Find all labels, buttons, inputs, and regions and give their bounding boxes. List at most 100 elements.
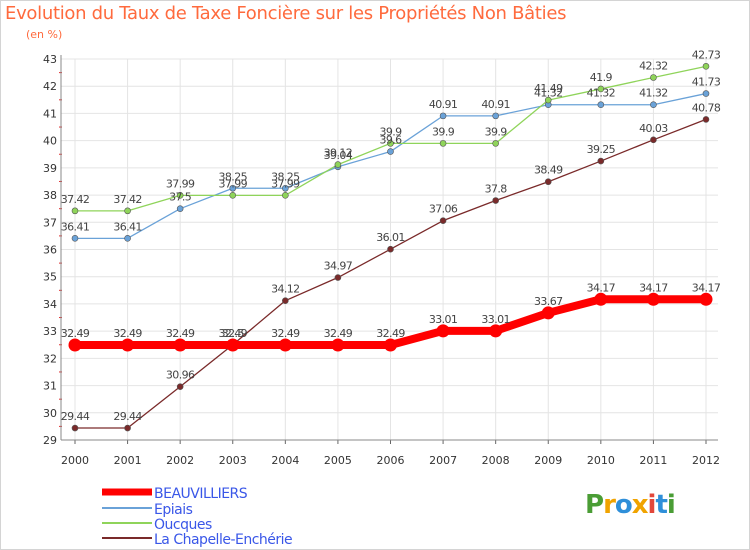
data-point — [71, 424, 79, 432]
logo-letter: x — [631, 490, 649, 520]
logo-letter: t — [655, 490, 667, 520]
data-label: 34.12 — [271, 283, 300, 296]
y-tick-label: 29 — [43, 434, 57, 447]
y-tick-label: 31 — [43, 380, 57, 393]
y-tick-label: 36 — [43, 244, 57, 257]
data-label: 34.97 — [324, 260, 353, 273]
data-label: 37.99 — [271, 177, 300, 190]
data-label: 40.91 — [481, 98, 510, 111]
data-point — [489, 324, 503, 338]
data-point — [334, 274, 342, 281]
y-tick-label: 32 — [43, 352, 57, 365]
y-tick-label: 37 — [43, 216, 57, 229]
logo-letter: r — [603, 490, 616, 520]
x-tick-label: 2008 — [482, 454, 510, 467]
data-point — [492, 197, 499, 204]
data-label: 32.5 — [222, 327, 245, 340]
data-label: 39.04 — [324, 149, 353, 162]
logo-letter: i — [647, 490, 657, 520]
data-label: 37.8 — [485, 183, 508, 196]
data-point — [331, 338, 345, 352]
y-tick-label: 41 — [43, 107, 57, 120]
data-point — [121, 338, 135, 352]
data-label: 32.49 — [324, 327, 353, 340]
data-point — [650, 74, 657, 81]
data-label: 42.73 — [692, 48, 721, 61]
legend-label: Oucques — [154, 517, 212, 533]
y-tick-label: 34 — [43, 298, 57, 311]
data-point — [124, 207, 131, 215]
legend-label: La Chapelle-Enchérie — [154, 532, 292, 548]
data-label: 29.44 — [61, 410, 90, 423]
data-point — [282, 184, 289, 192]
data-label: 32.49 — [166, 327, 195, 340]
logo-letter: o — [614, 490, 633, 520]
data-label: 37.42 — [113, 193, 142, 206]
data-point — [439, 112, 447, 120]
data-point — [124, 424, 131, 432]
y-tick-label: 40 — [43, 135, 57, 148]
data-point — [124, 235, 131, 242]
data-point — [173, 338, 187, 352]
chart-subtitle: (en %) — [26, 28, 63, 41]
data-label: 36.41 — [61, 220, 90, 233]
y-tick-label: 33 — [43, 325, 57, 338]
x-tick-label: 2006 — [377, 454, 405, 467]
data-point — [597, 85, 605, 93]
data-point — [594, 292, 608, 306]
data-label: 37.99 — [219, 177, 248, 190]
data-label: 39.6 — [379, 134, 402, 147]
data-point — [229, 184, 237, 192]
logo-letter: P — [585, 490, 604, 520]
data-label: 36.01 — [376, 231, 405, 244]
data-point — [597, 157, 605, 165]
data-label: 41.32 — [534, 87, 563, 100]
data-label: 30.96 — [166, 369, 195, 382]
chart-title: Evolution du Taux de Taxe Foncière sur l… — [5, 3, 567, 24]
data-label: 32.49 — [219, 327, 248, 340]
x-tick-label: 2003 — [219, 454, 247, 467]
data-point — [229, 192, 237, 199]
data-label: 40.78 — [692, 101, 721, 114]
data-label: 37.06 — [429, 203, 458, 216]
data-label: 41.49 — [534, 82, 563, 95]
data-label: 39.9 — [485, 125, 508, 138]
x-tick-label: 2002 — [166, 454, 194, 467]
x-tick-label: 2011 — [639, 454, 667, 467]
series-points — [68, 63, 713, 432]
x-tick-label: 2000 — [61, 454, 89, 467]
y-tick-label: 42 — [43, 80, 57, 93]
data-label: 36.41 — [113, 220, 142, 233]
data-label: 33.01 — [429, 313, 458, 326]
legend-label: BEAUVILLIERS — [154, 486, 248, 502]
data-label: 33.01 — [481, 313, 510, 326]
y-tick-label: 43 — [43, 53, 57, 66]
data-point — [646, 292, 660, 306]
data-label: 34.17 — [587, 281, 616, 294]
data-point — [492, 140, 499, 147]
data-point — [384, 338, 397, 352]
x-tick-label: 2007 — [429, 454, 457, 467]
data-point — [176, 205, 184, 212]
data-point — [282, 297, 289, 304]
data-label: 39.9 — [379, 125, 402, 138]
y-tick-label: 35 — [43, 271, 57, 284]
data-point — [439, 140, 447, 147]
data-label: 40.03 — [639, 122, 668, 135]
data-label: 39.25 — [587, 143, 616, 156]
data-label: 34.17 — [692, 281, 721, 294]
data-point — [68, 338, 82, 352]
data-point — [387, 245, 394, 253]
y-tick-label: 39 — [43, 162, 57, 175]
data-label: 34.17 — [639, 281, 668, 294]
data-point — [702, 116, 710, 123]
data-point — [597, 101, 605, 109]
data-point — [278, 338, 292, 352]
data-point — [541, 306, 555, 320]
data-point — [544, 96, 552, 104]
data-point — [334, 161, 342, 168]
y-tick-label: 38 — [43, 189, 57, 202]
x-tick-label: 2010 — [587, 454, 615, 467]
data-point — [282, 192, 289, 199]
